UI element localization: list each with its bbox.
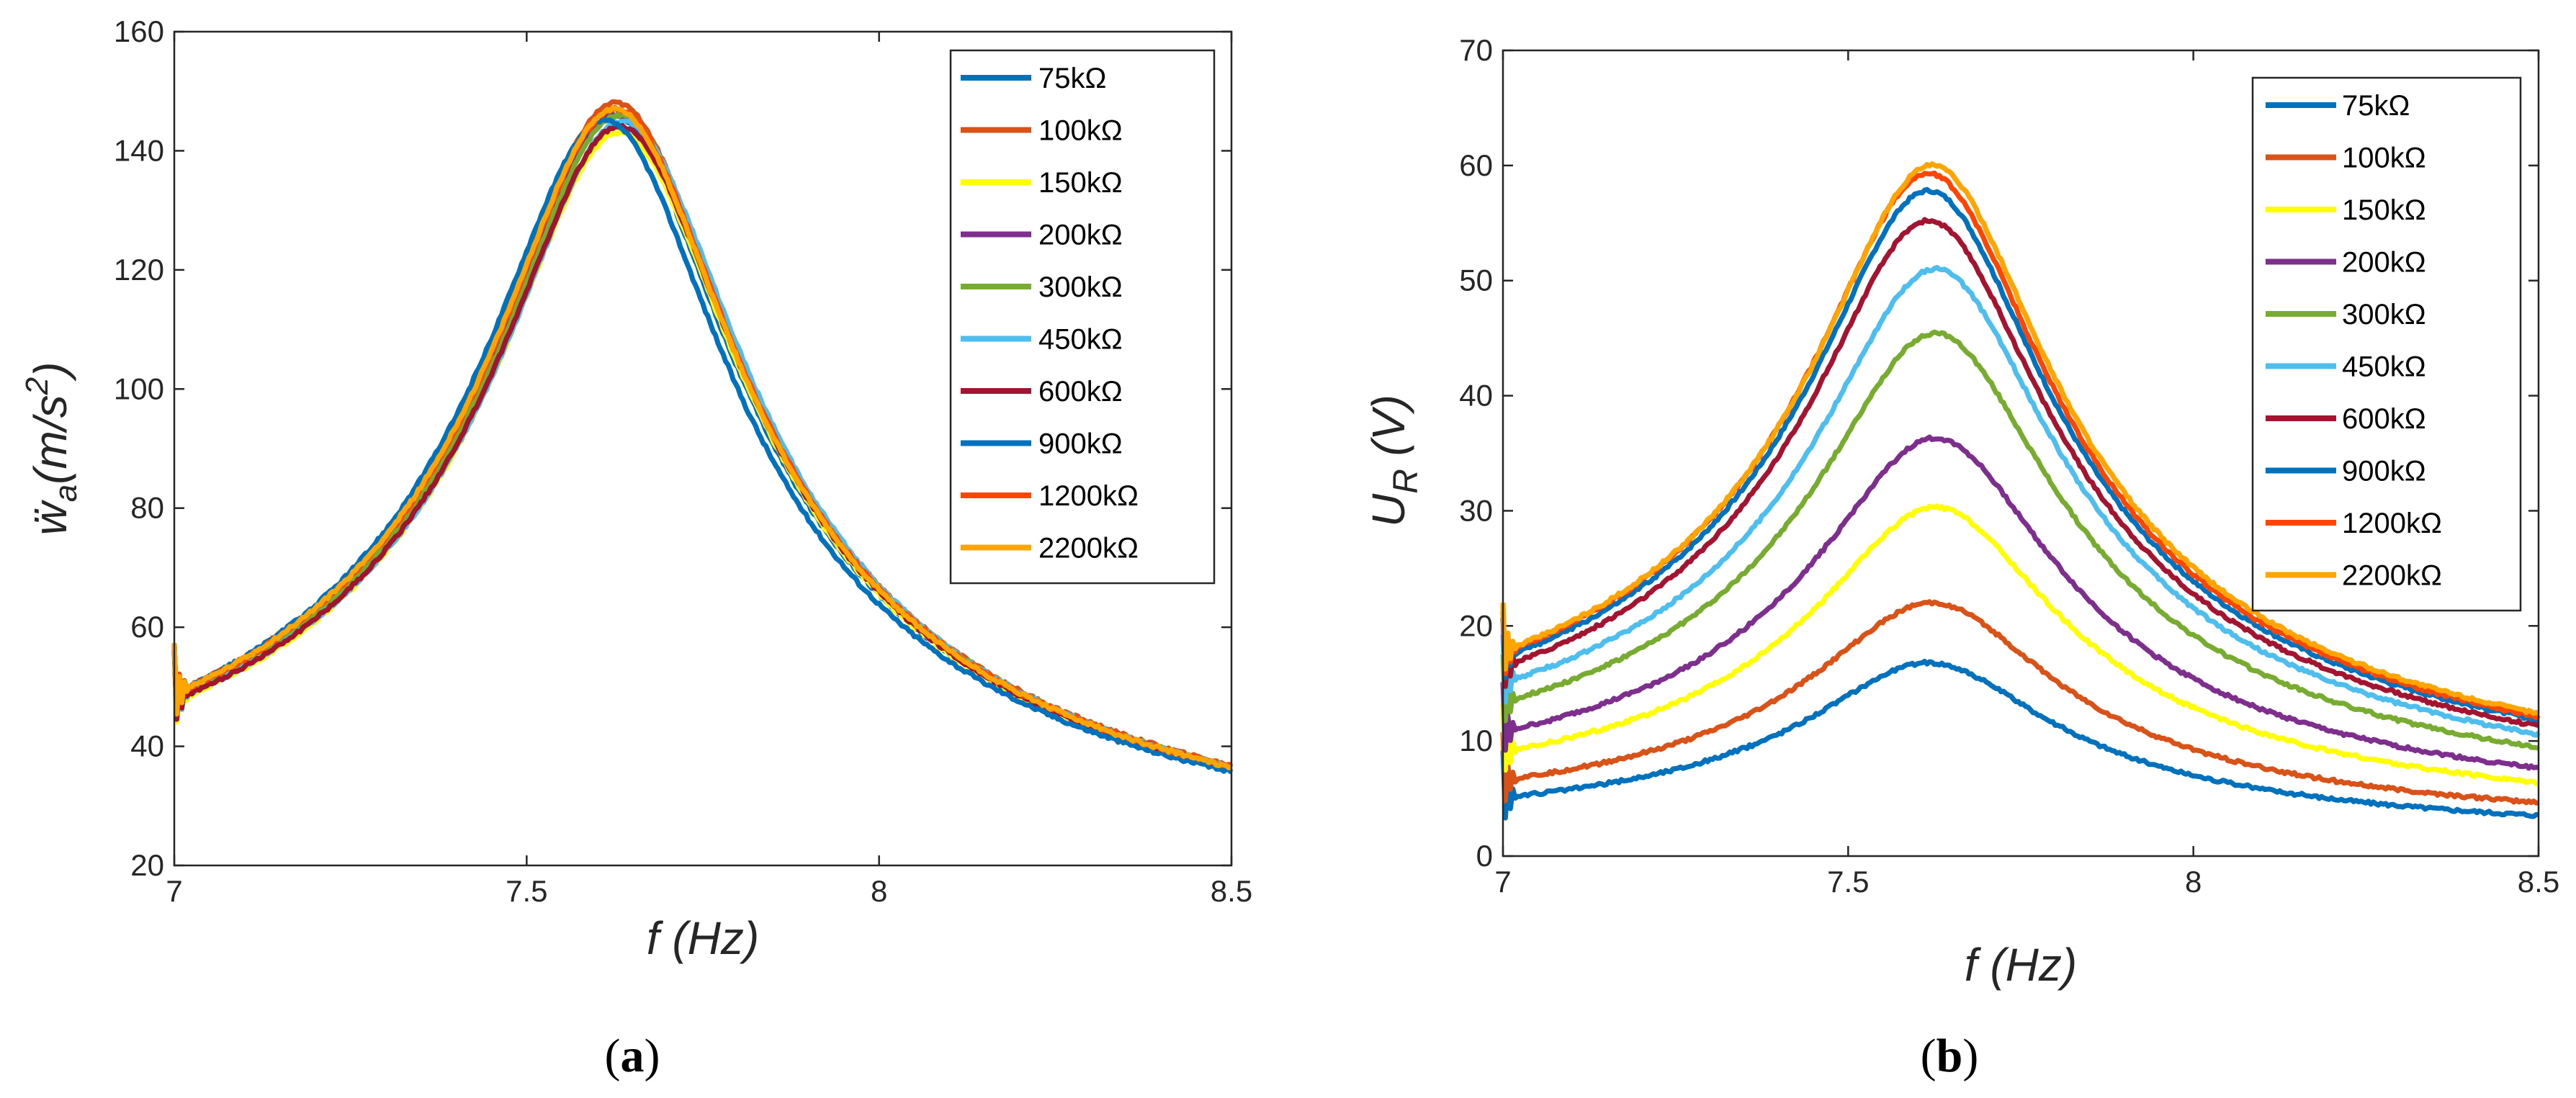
y-tick-label-a: 80 [130, 491, 164, 525]
y-axis-label-a: ẅa(m/s2) [19, 362, 84, 536]
y-label-a-sup: 2 [19, 377, 55, 395]
y-label-b-rest: (V) [1363, 395, 1414, 469]
series-line-b-3 [1500, 434, 2539, 771]
plot-frame-b [1502, 49, 2540, 858]
x-tick-label-b: 7 [1494, 865, 1511, 899]
caption-b-close: ) [1962, 1030, 1978, 1082]
legend-label-a-2: 150kΩ [1038, 167, 1123, 199]
legend-label-a-1: 100kΩ [1038, 115, 1123, 147]
tick-labels-a: 7 7.5 8 8.5 20 40 60 80 100 120 140 160 [114, 14, 1252, 908]
legend-label-b-3: 200kΩ [2342, 247, 2426, 279]
y-tick-label-a: 60 [130, 610, 164, 644]
x-tick-label-a: 7 [166, 874, 182, 908]
x-tick-label-a: 8 [871, 874, 887, 908]
y-axis-label-b: UR (V) [1363, 395, 1425, 527]
y-tick-label-b: 20 [1459, 608, 1493, 642]
series-line-b-0 [1500, 659, 2539, 821]
legend-label-a-3: 200kΩ [1038, 220, 1123, 251]
series-group-b [1500, 161, 2541, 821]
series-line-b-5 [1500, 265, 2541, 738]
series-line-a-9 [171, 105, 1233, 770]
legend-label-a-6: 600kΩ [1038, 376, 1123, 408]
x-tick-label-a: 8.5 [1211, 874, 1252, 908]
panel-caption-a: (a) [605, 1030, 660, 1082]
y-tick-label-b: 40 [1459, 379, 1493, 413]
caption-a-close: ) [645, 1030, 660, 1082]
legend-label-a-0: 75kΩ [1038, 63, 1106, 94]
series-line-b-6 [1500, 217, 2539, 728]
caption-a-open: ( [605, 1030, 621, 1082]
series-line-b-2 [1500, 503, 2539, 787]
series-line-b-9 [1500, 161, 2540, 716]
legend-label-a-7: 900kΩ [1038, 428, 1123, 460]
legend-label-b-8: 1200kΩ [2342, 508, 2442, 539]
chart-panel-a: 7 7.5 8 8.5 20 40 60 80 100 120 140 160 75kΩ 100kΩ 15… [19, 14, 1252, 1082]
y-tick-label-a: 160 [114, 14, 164, 48]
panel-caption-b: (b) [1921, 1030, 1979, 1082]
y-tick-label-a: 120 [114, 253, 164, 287]
legend-label-b-0: 75kΩ [2342, 90, 2410, 122]
series-group-a [171, 99, 1234, 775]
legend-label-b-4: 300kΩ [2342, 299, 2426, 330]
x-tick-label-a: 7.5 [506, 874, 547, 908]
y-tick-label-b: 60 [1459, 148, 1493, 182]
x-axis-label-a: f (Hz) [647, 912, 759, 964]
y-tick-label-b: 0 [1476, 839, 1493, 873]
x-tick-label-b: 7.5 [1827, 865, 1869, 899]
y-tick-label-a: 40 [130, 729, 164, 763]
plot-frame-a [173, 30, 1233, 867]
x-tick-label-b: 8.5 [2518, 865, 2559, 899]
legend-label-b-1: 100kΩ [2342, 143, 2426, 174]
series-line-b-1 [1500, 599, 2539, 806]
series-line-b-7 [1500, 186, 2539, 723]
legend-a: 75kΩ 100kΩ 150kΩ 200kΩ 300kΩ 450kΩ 600kΩ 900kΩ 1… [949, 49, 1216, 585]
y-tick-label-b: 10 [1459, 724, 1493, 757]
y-tick-label-a: 140 [114, 133, 164, 167]
tick-labels-b: 7 7.5 8 8.5 0 10 20 30 40 50 60 70 [1459, 33, 2559, 899]
legend-b: 75kΩ 100kΩ 150kΩ 200kΩ 300kΩ 450kΩ 600kΩ 900kΩ 1… [2251, 76, 2522, 612]
y-tick-label-b: 70 [1459, 33, 1493, 67]
legend-label-a-5: 450kΩ [1038, 324, 1123, 356]
x-axis-label-b: f (Hz) [1965, 939, 2077, 991]
legend-label-b-9: 2200kΩ [2342, 560, 2442, 592]
y-label-b-main: U [1363, 493, 1414, 527]
y-tick-label-b: 30 [1459, 493, 1493, 527]
legend-label-b-5: 450kΩ [2342, 351, 2426, 383]
legend-label-a-8: 1200kΩ [1038, 480, 1139, 512]
chart-panel-b: 7 7.5 8 8.5 0 10 20 30 40 50 60 70 75kΩ 100kΩ 150kΩ 20… [1363, 33, 2559, 1082]
caption-a-letter: a [621, 1030, 645, 1082]
y-label-a-math: ẅ [24, 499, 76, 535]
legend-label-b-7: 900kΩ [2342, 456, 2426, 487]
series-line-b-4 [1500, 329, 2539, 751]
caption-b-open: ( [1921, 1030, 1937, 1082]
y-label-a-rest: (m/s [24, 395, 76, 484]
caption-b-letter: b [1937, 1030, 1963, 1082]
legend-label-a-4: 300kΩ [1038, 271, 1123, 303]
y-label-a-sub: a [48, 485, 84, 502]
y-label-b-sub: R [1387, 469, 1425, 494]
legend-label-a-9: 2200kΩ [1038, 533, 1139, 564]
legend-label-b-6: 600kΩ [2342, 403, 2426, 435]
y-tick-label-a: 20 [130, 848, 164, 882]
y-tick-label-b: 50 [1459, 264, 1493, 297]
legend-label-b-2: 150kΩ [2342, 194, 2426, 226]
x-tick-label-b: 8 [2185, 865, 2202, 899]
y-tick-label-a: 100 [114, 372, 164, 405]
